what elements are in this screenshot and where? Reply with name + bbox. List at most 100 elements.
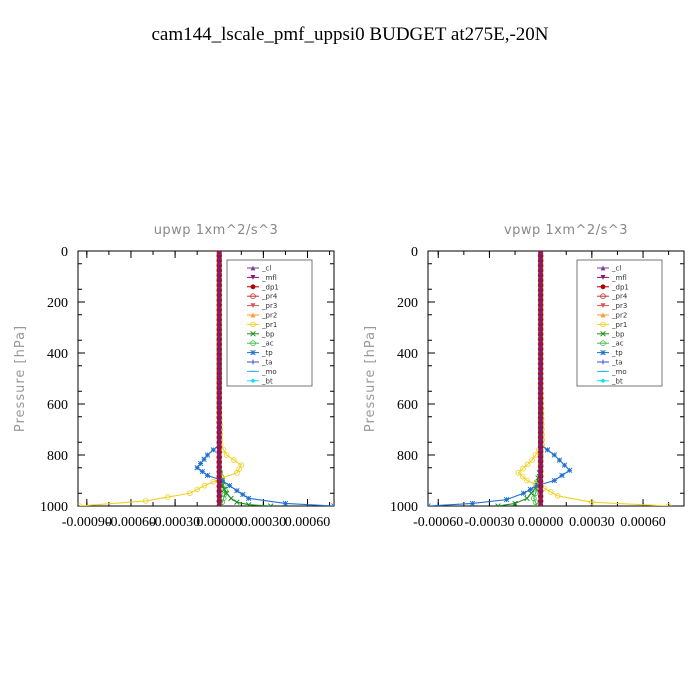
series-point-mfl (538, 449, 544, 455)
legend-label: _cl (611, 265, 621, 273)
legend-label: _bt (611, 377, 623, 385)
series-point-mfl (216, 263, 222, 269)
y-tick-label: 1000 (40, 500, 68, 515)
legend-box (576, 259, 663, 387)
series-point-tp (559, 472, 565, 479)
series-point-tp (197, 460, 204, 467)
series-point-bp (267, 503, 274, 506)
legend-marker (250, 331, 256, 337)
legend-label: _pr2 (611, 312, 627, 320)
series-point-pr1 (515, 470, 522, 476)
series-point-mfl (538, 287, 544, 293)
series-point-mfl (216, 459, 222, 465)
series-point-tp (219, 477, 225, 484)
series-point-mfl (538, 253, 544, 259)
series-point-mfl (216, 346, 222, 352)
series-point-tp (551, 477, 558, 484)
legend-label: _bp (611, 330, 625, 338)
legend-marker (600, 349, 606, 356)
series-point-mfl (538, 498, 544, 504)
series-point-mfl (218, 251, 221, 254)
legend-marker (600, 312, 606, 318)
legend-label: _cl (261, 265, 271, 273)
x-tick-label: 0.00060 (285, 515, 331, 530)
legend-label: _pr3 (611, 302, 627, 310)
series-point-mfl (216, 420, 222, 426)
legend-marker (250, 340, 256, 347)
series-point-bp (234, 499, 240, 505)
figure-title: cam144_lscale_pmf_uppsi0 BUDGET at275E,-… (152, 24, 549, 45)
series-point-mfl (538, 302, 544, 308)
legend-label: _pr4 (611, 293, 628, 301)
series-point-mfl (538, 371, 544, 376)
legend-marker (250, 284, 256, 290)
series-point-mfl (216, 361, 222, 367)
series-point-bp (228, 495, 234, 502)
legend-label: _pr4 (261, 293, 278, 301)
series-point-mfl (538, 488, 544, 494)
x-tick-label: -0.00060 (413, 515, 463, 530)
series-point-mfl (216, 395, 222, 401)
y-tick-label: 800 (47, 449, 68, 464)
legend-marker (600, 303, 606, 308)
x-tick-label: -0.00030 (150, 515, 200, 530)
legend-marker (250, 321, 256, 328)
legend-marker (250, 265, 256, 271)
series-point-tp (204, 452, 211, 458)
series-point-mfl (538, 278, 544, 283)
series-point-tp (234, 487, 240, 494)
series-point-mfl (539, 251, 542, 254)
series-point-mfl (216, 390, 222, 396)
series-point-mfl (538, 493, 544, 499)
series-line-bp (497, 251, 542, 506)
series-point-bp (512, 500, 518, 506)
series-point-mfl (216, 434, 222, 440)
series-point-tp (245, 495, 252, 502)
series-point-mfl (216, 464, 222, 470)
series-point-pr1 (589, 499, 595, 505)
legend-label: _pr1 (611, 321, 627, 329)
series-point-mfl (538, 292, 544, 298)
series-point-mfl (216, 415, 222, 421)
legend-marker (250, 378, 256, 384)
series-point-mfl (538, 405, 544, 411)
series-point-pr1 (210, 478, 217, 485)
series-point-mfl (538, 410, 544, 416)
series-point-mfl (216, 366, 222, 372)
series-point-tp (331, 503, 334, 506)
series-point-mfl (538, 464, 544, 470)
series-point-mfl (538, 307, 544, 313)
series-point-mfl (216, 297, 222, 303)
series-point-mfl (216, 444, 222, 450)
series-point-mfl (216, 469, 222, 475)
series-point-mfl (216, 302, 222, 308)
series-point-tp (469, 500, 476, 506)
legend-marker (600, 293, 606, 300)
series-point-tp (199, 468, 206, 475)
series-point-mfl (216, 371, 222, 376)
legend-marker (600, 284, 606, 290)
series-point-pr1 (142, 498, 149, 504)
series-point-mfl (538, 469, 544, 475)
series-point-mfl (538, 439, 544, 445)
legend-label: _mfl (261, 274, 277, 282)
legend-marker (250, 349, 256, 356)
series-point-bp (524, 495, 530, 502)
y-tick-label: 800 (397, 449, 418, 464)
legend: _cl_mfl_dp1_pr4_pr3_pr2_pr1_bp_ac_tp_ta_… (226, 259, 313, 387)
series-point-pr1 (665, 503, 672, 506)
series-point-mfl (538, 459, 544, 465)
y-tick-label: 400 (397, 347, 418, 362)
series-point-pr1 (529, 457, 535, 463)
series-point-mfl (538, 474, 544, 479)
legend-label: _ac (261, 340, 274, 348)
series-point-mfl (538, 385, 544, 391)
vpwp-panel: vpwp 1xm^2/s^3 Pressure [hPa] 0 200 400 600 80… (363, 223, 685, 530)
series-point-mfl (538, 479, 544, 484)
series-point-mfl (538, 376, 544, 381)
plot-frame (427, 250, 685, 507)
series-point-mfl (216, 282, 222, 288)
series-point-mfl (538, 322, 544, 327)
series-point-pr1 (524, 477, 530, 484)
